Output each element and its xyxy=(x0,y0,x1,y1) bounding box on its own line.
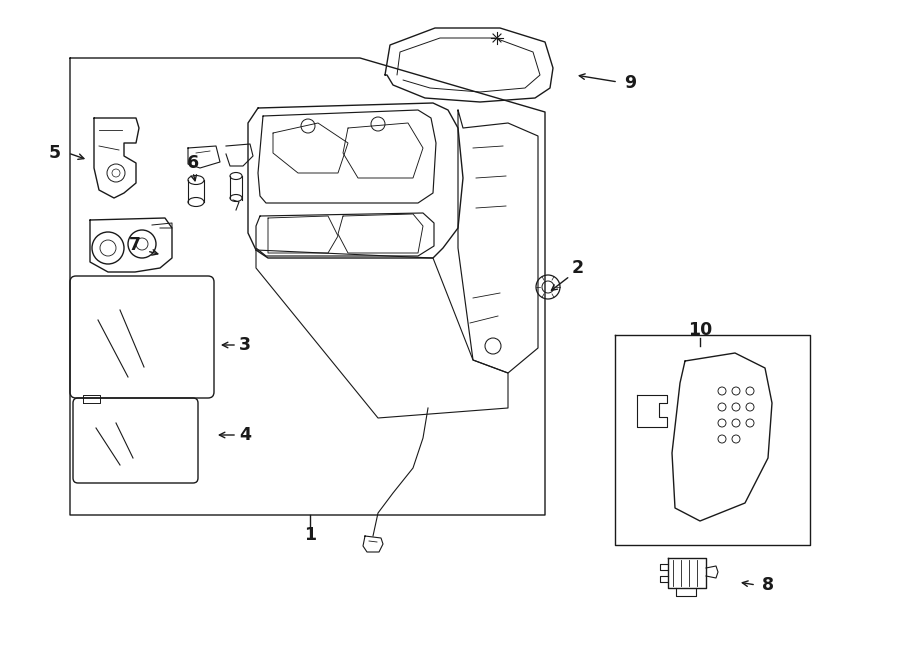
Text: 9: 9 xyxy=(624,74,636,92)
Text: 2: 2 xyxy=(572,259,584,277)
Text: 6: 6 xyxy=(187,154,199,172)
Text: 3: 3 xyxy=(239,336,251,354)
Text: 8: 8 xyxy=(762,576,774,594)
Text: 7: 7 xyxy=(129,236,141,254)
Text: 4: 4 xyxy=(239,426,251,444)
Text: 1: 1 xyxy=(304,526,316,544)
Text: 10: 10 xyxy=(688,321,712,339)
Text: 5: 5 xyxy=(49,144,61,162)
